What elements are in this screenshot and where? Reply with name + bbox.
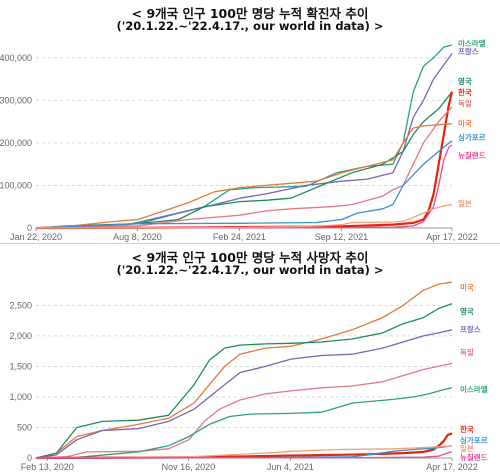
series-line-2 — [35, 329, 453, 459]
y-tick-label: 300,000 — [0, 95, 32, 105]
y-tick-label: 0 — [27, 223, 32, 233]
y-tick-label: 1,500 — [9, 361, 32, 371]
y-tick-label: 2,500 — [9, 300, 32, 310]
series-label: 이스라엘 — [458, 38, 486, 48]
series-label: 일본 — [460, 443, 474, 453]
series-label: 미국 — [458, 118, 472, 128]
series-line-5 — [35, 432, 453, 460]
series-label: 프랑스 — [458, 46, 479, 56]
confirmed-cases-chart: < 9개국 인구 100만 명당 누적 확진자 추이 ('20.1.22.~'2… — [0, 6, 486, 242]
x-tick-label: Apr 17, 2022 — [426, 462, 478, 472]
y-tick-label: 400,000 — [0, 53, 32, 63]
series-label: 한국 — [460, 424, 474, 434]
x-tick-label: Apr 17, 2022 — [426, 232, 478, 242]
series-line-1 — [35, 302, 453, 459]
series-line-6 — [35, 140, 453, 229]
x-tick-label: Feb 24, 2021 — [213, 232, 266, 242]
series-label: 이스라엘 — [460, 384, 488, 394]
series-line-0 — [35, 44, 453, 229]
series-line-8 — [35, 203, 453, 229]
series-line-3 — [35, 362, 453, 459]
series-label: 독일 — [458, 98, 472, 108]
series-line-2 — [35, 91, 453, 229]
x-tick-label: Aug 8, 2020 — [113, 232, 162, 242]
series-line-7 — [35, 445, 453, 459]
series-label: 영국 — [458, 76, 472, 86]
y-tick-label: 500 — [17, 422, 32, 432]
y-tick-label: 1,000 — [9, 392, 32, 402]
chart-subtitle: ('20.1.22.~'22.4.17., our world in data)… — [116, 263, 384, 277]
series-line-8 — [35, 451, 453, 459]
series-line-4 — [35, 106, 453, 229]
x-tick-label: Nov 16, 2020 — [162, 462, 216, 472]
deaths-plot: 0 500 1,000 1,500 2,000 2,500 Feb 13, 2020 Nov … — [9, 281, 488, 472]
chart-title: < 9개국 인구 100만 명당 누적 확진자 추이 — [131, 6, 369, 21]
chart-subtitle: ('20.1.22.~'22.4.17., our world in data)… — [116, 19, 384, 33]
series-label: 영국 — [460, 306, 474, 316]
y-tick-label: 0 — [27, 453, 32, 463]
series-label: 싱가포르 — [458, 132, 486, 142]
y-tick-label: 100,000 — [0, 180, 32, 190]
x-tick-label: Jun 4, 2021 — [267, 462, 314, 472]
series-label: 독일 — [460, 347, 474, 357]
series-label: 싱가포르 — [460, 435, 488, 445]
y-tick-label: 2,000 — [9, 331, 32, 341]
x-tick-label: Feb 13, 2020 — [21, 462, 74, 472]
series-line-4 — [35, 387, 453, 459]
series-label: 뉴질랜드 — [458, 150, 486, 160]
series-label: 프랑스 — [460, 324, 481, 334]
x-tick-label: Jan 22, 2020 — [10, 232, 62, 242]
x-tick-label: Sep 12, 2021 — [315, 232, 369, 242]
series-line-5 — [35, 123, 453, 229]
series-label: 일본 — [458, 198, 472, 208]
series-line-7 — [35, 144, 453, 229]
y-tick-label: 200,000 — [0, 138, 32, 148]
series-label: 뉴질랜드 — [460, 452, 488, 462]
confirmed-cases-plot: 0 100,000 200,000 300,000 400,000 Jan 22, 202… — [0, 38, 486, 242]
chart-title: < 9개국 인구 100만 명당 누적 사망자 추이 — [131, 250, 369, 265]
series-line-1 — [35, 53, 453, 229]
series-label: 한국 — [458, 87, 472, 97]
deaths-chart: < 9개국 인구 100만 명당 누적 사망자 추이 ('20.1.22.~'2… — [0, 243, 500, 474]
series-label: 미국 — [460, 282, 474, 292]
